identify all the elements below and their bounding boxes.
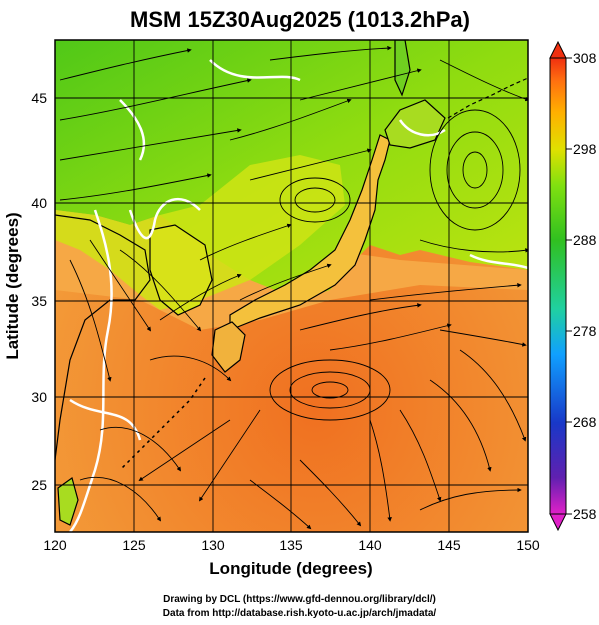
map-title: MSM 15Z30Aug2025 (1013.2hPa): [130, 7, 470, 32]
colorbar-tick-label: 308: [573, 50, 597, 66]
colorbar-tick-label: 258: [573, 506, 597, 522]
x-tick-label: 120: [43, 537, 67, 553]
y-tick-label: 35: [31, 293, 47, 309]
credit-line-dcl: Drawing by DCL (https://www.gfd-dennou.o…: [163, 594, 436, 605]
colorbar-tick-label: 278: [573, 323, 597, 339]
white-contours: [69, 59, 528, 532]
x-tick-label: 135: [279, 537, 303, 553]
wind-streamlines: [59, 45, 528, 530]
y-tick-label: 30: [31, 389, 47, 405]
x-axis: 120 125 130 135 140 145 150 Longitude (d…: [43, 537, 540, 578]
y-tick-label: 40: [31, 195, 47, 211]
kyushu-land: [211, 321, 246, 373]
colorbar-tick-label: 288: [573, 232, 597, 248]
continent-field: [55, 155, 345, 310]
y-axis: 25 30 35 40 45 Latitude (degrees): [3, 90, 47, 493]
korea-land: [149, 224, 213, 316]
y-tick-label: 25: [31, 477, 47, 493]
x-axis-label: Longitude (degrees): [209, 559, 372, 578]
colorbar-bottom-arrow: [549, 513, 567, 532]
map-plot-area: [55, 40, 528, 532]
plot-frame: [54, 39, 529, 533]
x-tick-label: 145: [437, 537, 461, 553]
x-tick-label: 150: [516, 537, 540, 553]
colorbar-tick-label: 298: [573, 141, 597, 157]
sakhalin-land: [394, 40, 411, 97]
x-tick-label: 130: [201, 537, 225, 553]
china-coast: [55, 214, 151, 461]
colorbar-tick-label: 268: [573, 414, 597, 430]
y-axis-label: Latitude (degrees): [3, 212, 22, 359]
x-tick-label: 125: [122, 537, 146, 553]
y-tick-label: 45: [31, 90, 47, 106]
x-tick-label: 140: [358, 537, 382, 553]
kuril-islands: [447, 77, 528, 119]
colorbar: 308 298 288 278 268 258: [549, 40, 597, 532]
colorbar-gradient: [549, 57, 567, 515]
taiwan-land: [57, 477, 79, 526]
graticule: [55, 40, 528, 532]
japan-land: [229, 134, 391, 331]
credit-line-data-source: Data from http://database.rish.kyoto-u.a…: [162, 608, 437, 619]
colorbar-top-arrow: [549, 40, 567, 59]
